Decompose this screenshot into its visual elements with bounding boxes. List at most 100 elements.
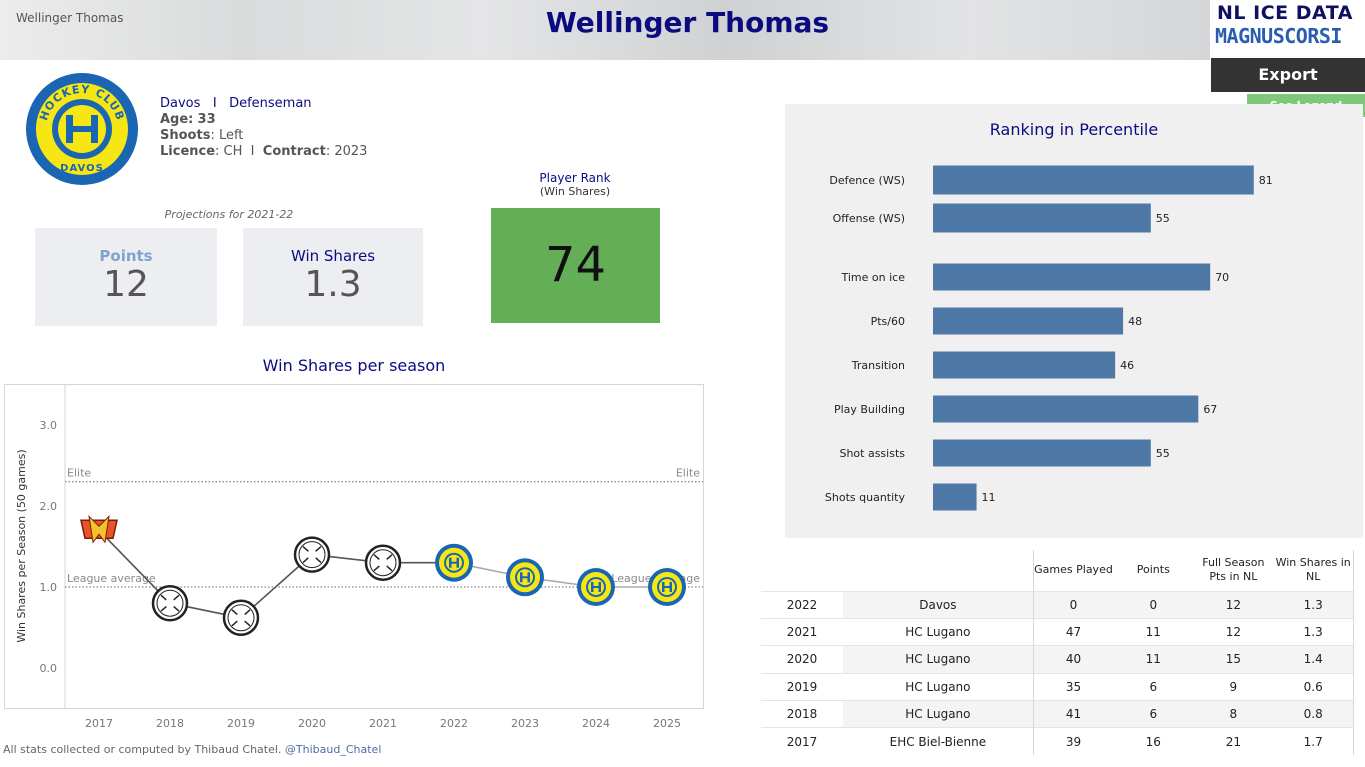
- percentile-category-label: Time on ice: [841, 271, 906, 284]
- elite-label-left: Elite: [67, 467, 91, 480]
- history-cell-ws: 0.8: [1273, 700, 1355, 728]
- ws-point-marker: [293, 536, 331, 573]
- history-header-fullseason: Full Season Pts in NL: [1202, 556, 1265, 584]
- points-value: 12: [103, 264, 149, 305]
- history-cell-year: 2021: [761, 617, 844, 646]
- team-separator: I: [212, 96, 217, 111]
- ws-chart-title: Win Shares per season: [262, 356, 446, 375]
- percentile-bar: [933, 165, 1254, 195]
- brand-line-1: NL ICE DATA: [1217, 2, 1353, 24]
- projections-caption: Projections for 2021-22: [164, 208, 294, 221]
- history-cell-games: 39: [1033, 727, 1114, 756]
- history-cell-year: 2020: [761, 645, 844, 674]
- percentile-bar: [933, 203, 1151, 233]
- ws-xtick-label: 2022: [440, 717, 468, 730]
- points-projection-box: Points 12: [35, 228, 217, 326]
- percentile-category-label: Shot assists: [839, 447, 905, 460]
- history-cell-team: Davos: [843, 590, 1034, 619]
- table-row: 2017 EHC Biel-Bienne 39 16 21 1.7: [761, 727, 1355, 756]
- history-cell-team: HC Lugano: [843, 700, 1034, 728]
- history-cell-ws: 1.3: [1273, 590, 1355, 619]
- history-cell-games: 40: [1033, 645, 1114, 674]
- player-rank-caption: Player Rank (Win Shares): [491, 171, 659, 199]
- export-button[interactable]: Export: [1211, 58, 1365, 92]
- history-cell-team: EHC Biel-Bienne: [843, 727, 1034, 756]
- percentile-title: Ranking in Percentile: [989, 120, 1159, 139]
- percentile-value-label: 48: [1128, 315, 1142, 328]
- brand-line-2: MAGNUSCORSI: [1215, 24, 1342, 48]
- percentile-value-label: 55: [1156, 447, 1170, 460]
- footer-handle-link[interactable]: @Thibaud_Chatel: [284, 743, 382, 756]
- player-position: Defenseman: [229, 96, 312, 111]
- elite-label-right: Elite: [676, 467, 700, 480]
- ws-xtick-label: 2020: [298, 717, 326, 730]
- average-label-left: League average: [67, 572, 156, 585]
- ws-chart-frame: [4, 384, 704, 709]
- ws-xtick-label: 2025: [653, 717, 681, 730]
- percentile-category-label: Defence (WS): [829, 174, 905, 187]
- table-row: 2018 HC Lugano 41 6 8 0.8: [761, 700, 1355, 728]
- ws-xtick-label: 2024: [582, 717, 610, 730]
- percentile-bar: [933, 483, 977, 511]
- history-cell-games: 35: [1033, 672, 1114, 701]
- winshares-value: 1.3: [304, 264, 362, 305]
- points-label: Points: [99, 247, 153, 265]
- history-header-ws: Win Shares in NL: [1273, 550, 1355, 591]
- ws-ytick-label: 2.0: [40, 500, 58, 513]
- history-cell-points: 0: [1113, 590, 1194, 619]
- history-cell-ws: 0.6: [1273, 672, 1355, 701]
- history-cell-points: 11: [1113, 617, 1194, 646]
- history-header-row: Games Played Points Full Season Pts in N…: [761, 550, 1355, 591]
- player-team: Davos: [160, 96, 201, 111]
- logo-text-bottom: DAVOS: [60, 163, 104, 174]
- history-cell-year: 2022: [761, 590, 844, 619]
- history-cell-team: HC Lugano: [843, 645, 1034, 674]
- percentile-category-label: Offense (WS): [833, 212, 905, 225]
- percentile-value-label: 46: [1120, 359, 1134, 372]
- player-rank-title: Player Rank: [539, 171, 611, 185]
- player-rank-value: 74: [491, 208, 660, 323]
- percentile-bar: [933, 439, 1151, 467]
- history-cell-year: 2018: [761, 700, 844, 728]
- ws-point-marker: [222, 599, 260, 637]
- ws-xtick-label: 2023: [511, 717, 539, 730]
- history-cell-fullseason: 8: [1193, 700, 1274, 728]
- percentile-bar: [933, 263, 1211, 291]
- ws-ytick-label: 1.0: [40, 581, 58, 594]
- percentile-value-label: 81: [1259, 174, 1273, 187]
- table-row: 2020 HC Lugano 40 11 15 1.4: [761, 645, 1355, 674]
- ws-chart-ylabel: Win Shares per Season (50 games): [15, 449, 28, 642]
- history-cell-ws: 1.7: [1273, 727, 1355, 756]
- history-cell-fullseason: 21: [1193, 727, 1274, 756]
- percentile-chart: Defence (WS) 81 Offense (WS) 55 Time on ice 7…: [825, 165, 1273, 511]
- player-rank-subtitle: (Win Shares): [539, 185, 611, 198]
- player-shoots: Shoots: Left: [160, 128, 244, 143]
- ws-xtick-label: 2019: [227, 717, 255, 730]
- winshares-label: Win Shares: [290, 247, 376, 265]
- ws-point-marker: [80, 514, 118, 544]
- history-cell-team: HC Lugano: [843, 617, 1034, 646]
- percentile-value-label: 11: [982, 491, 996, 504]
- ws-point-marker: [151, 584, 189, 622]
- player-info: Davos I Defenseman Age: 33 Shoots: Left …: [160, 96, 367, 160]
- history-cell-games: 41: [1033, 700, 1114, 728]
- brand-logo: NL ICE DATA MAGNUSCORSI: [1211, 0, 1365, 58]
- page-title: Wellinger Thomas: [545, 6, 830, 39]
- table-row: 2019 HC Lugano 35 6 9 0.6: [761, 672, 1355, 701]
- history-cell-points: 6: [1113, 672, 1194, 701]
- percentile-category-label: Pts/60: [871, 315, 905, 328]
- percentile-bar: [933, 351, 1116, 379]
- percentile-value-label: 70: [1215, 271, 1229, 284]
- history-cell-fullseason: 12: [1193, 590, 1274, 619]
- ws-xtick-label: 2018: [156, 717, 184, 730]
- percentile-category-label: Transition: [851, 359, 905, 372]
- percentile-value-label: 67: [1203, 403, 1217, 416]
- history-table: Games Played Points Full Season Pts in N…: [761, 550, 1355, 756]
- table-row: 2021 HC Lugano 47 11 12 1.3: [761, 617, 1355, 646]
- ws-point-marker: [648, 568, 686, 606]
- percentile-category-label: Shots quantity: [825, 491, 906, 504]
- percentile-bar: [933, 307, 1124, 335]
- header-banner: Wellinger Thomas: [0, 0, 1210, 60]
- history-cell-games: 0: [1033, 590, 1114, 619]
- percentile-panel: Ranking in Percentile Defence (WS) 81 Offe…: [785, 104, 1363, 538]
